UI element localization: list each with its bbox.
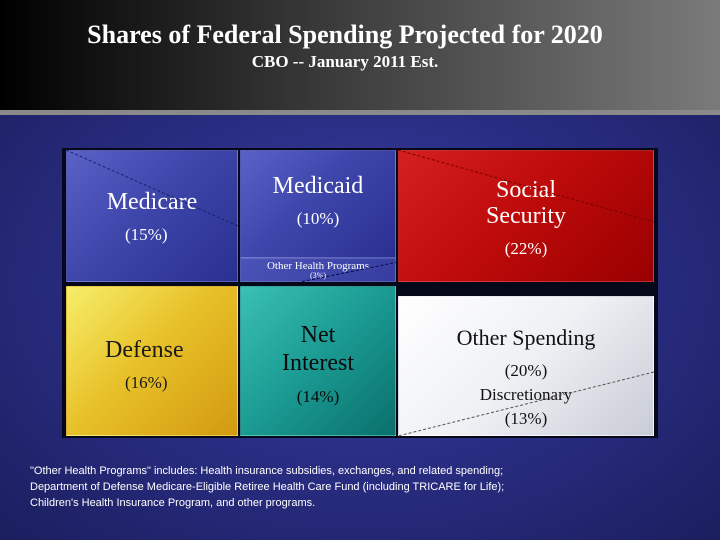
discretionary-divider xyxy=(397,371,655,437)
medicare-label: Medicare xyxy=(106,189,198,215)
social-security-label-line1: Social xyxy=(496,177,556,203)
other-health-label: Other Health Programs xyxy=(266,260,370,272)
other-spending-value: (20%) xyxy=(504,361,548,380)
net-interest-label-line2: Interest xyxy=(282,350,354,376)
tile-other-health-programs: Other Health Programs (3%) xyxy=(240,258,396,282)
tile-defense: Defense (16%) xyxy=(66,286,238,436)
chart-subtitle: CBO -- January 2011 Est. xyxy=(251,52,439,71)
tile-other-spending: Other Spending (20%) Discretionary (13%) xyxy=(398,296,654,436)
social-security-label-line2: Security xyxy=(486,203,566,229)
chart-title: Shares of Federal Spending Projected for… xyxy=(87,20,603,49)
defense-label: Defense xyxy=(105,337,184,363)
other-health-divider xyxy=(299,261,399,283)
medicaid-value: (10%) xyxy=(296,209,340,228)
social-security-value: (22%) xyxy=(504,239,548,258)
social-security-divider xyxy=(397,149,655,223)
tile-medicaid: Medicaid (10%) xyxy=(240,150,396,258)
discretionary-label: Discretionary xyxy=(479,385,573,404)
social-security-label: Social Security xyxy=(399,177,653,229)
footnote-line-3: Children's Health Insurance Program, and… xyxy=(30,497,316,509)
net-interest-label: Net Interest xyxy=(241,321,395,377)
medicare-divider xyxy=(65,149,239,227)
net-interest-label-line1: Net xyxy=(300,322,336,348)
other-health-value: (3%) xyxy=(310,271,326,280)
tile-social-security: Social Security (22%) xyxy=(398,150,654,282)
tile-medicare: Medicare (15%) xyxy=(66,150,238,282)
defense-value: (16%) xyxy=(125,373,168,392)
header-divider xyxy=(0,110,720,115)
tile-net-interest: Net Interest (14%) xyxy=(240,286,396,436)
footnote-line-1: "Other Health Programs" includes: Health… xyxy=(30,465,504,477)
other-spending-label: Other Spending xyxy=(456,325,596,350)
medicaid-label: Medicaid xyxy=(272,173,364,199)
footnote: "Other Health Programs" includes: Health… xyxy=(30,463,680,511)
medicare-value: (15%) xyxy=(125,225,168,244)
net-interest-value: (14%) xyxy=(296,387,340,406)
header-bar: Shares of Federal Spending Projected for… xyxy=(0,0,720,110)
footnote-line-2: Department of Defense Medicare-Eligible … xyxy=(30,481,505,493)
discretionary-value: (13%) xyxy=(504,409,548,428)
